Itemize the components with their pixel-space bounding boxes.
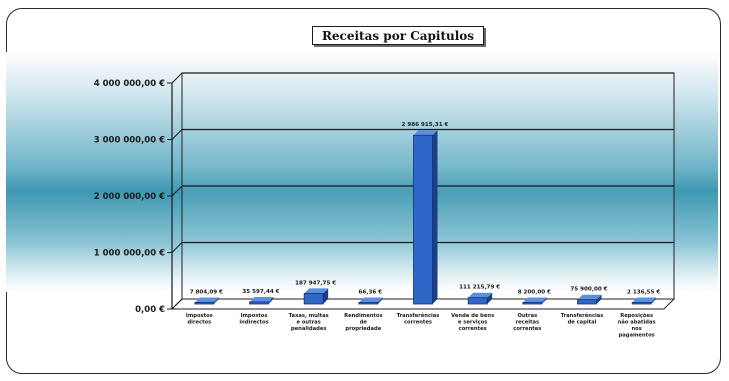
bar-top <box>522 297 547 303</box>
y-tick-label: 3 000 000,00 € <box>94 136 165 146</box>
bar-side <box>213 297 219 304</box>
data-label: 2 136,55 € <box>627 290 660 296</box>
gridline-depth <box>171 72 183 84</box>
category-label: Outras receitas correntes <box>513 313 541 332</box>
bar-side <box>323 288 329 304</box>
category-label: Venda de bens e serviços correntes <box>451 313 494 332</box>
data-label: 111 215,79 € <box>459 285 500 291</box>
bar-top <box>304 288 329 294</box>
bar <box>522 302 543 305</box>
data-label: 66,36 € <box>359 290 383 296</box>
data-label: 75 900,00 € <box>570 287 607 293</box>
category-label: Transferências correntes <box>397 312 440 326</box>
bar-top <box>358 297 383 303</box>
y-tick-label: 0,00 € <box>135 305 165 315</box>
bar-side <box>596 294 602 304</box>
bar <box>194 302 215 305</box>
y-tick-label: 2 000 000,00 € <box>94 192 165 202</box>
bar <box>303 292 324 305</box>
y-tick-label: 1 000 000,00 € <box>94 249 165 259</box>
category-label: Rendimentos de propriedade <box>344 313 382 332</box>
bar-side <box>432 130 438 304</box>
bar <box>249 301 269 305</box>
data-label: 2 986 915,31 € <box>402 122 449 128</box>
bar-side <box>541 297 547 304</box>
gridline-depth <box>171 129 183 140</box>
bar-top <box>632 297 657 303</box>
y-tick-label: 4 000 000,00 € <box>94 79 165 89</box>
bar <box>413 134 433 305</box>
bar-side <box>487 292 493 304</box>
category-label: Impostos directos <box>186 313 213 326</box>
category-label: Taxas, multas e outras penalidades <box>289 313 329 332</box>
bar-side <box>651 297 657 304</box>
data-label: 8 200,00 € <box>518 290 551 296</box>
bar <box>631 302 652 305</box>
bar-side <box>268 296 274 304</box>
data-label: 187 947,75 € <box>295 280 336 286</box>
bar-side <box>377 297 383 304</box>
category-label: Impostos indirectos <box>239 313 268 326</box>
bar-top <box>468 292 493 298</box>
bar-top <box>194 297 219 303</box>
bar-top <box>577 294 602 300</box>
data-label: 7 804,09 € <box>190 290 223 296</box>
bar-top <box>413 130 438 136</box>
gridline-depth <box>171 298 183 310</box>
bar <box>467 297 488 305</box>
category-label: Transferências de capital <box>561 312 604 326</box>
data-label: 35 597,44 € <box>242 289 279 295</box>
chart-background-band <box>6 52 718 292</box>
bar-top <box>249 296 274 302</box>
gridline-depth <box>171 242 183 253</box>
gridline-depth <box>171 185 183 197</box>
bar <box>358 302 379 305</box>
category-label: Reposições não abatidas nos pagamentos <box>618 313 656 339</box>
chart-title: Receitas por Capitulos <box>312 26 484 45</box>
bar <box>577 299 597 305</box>
